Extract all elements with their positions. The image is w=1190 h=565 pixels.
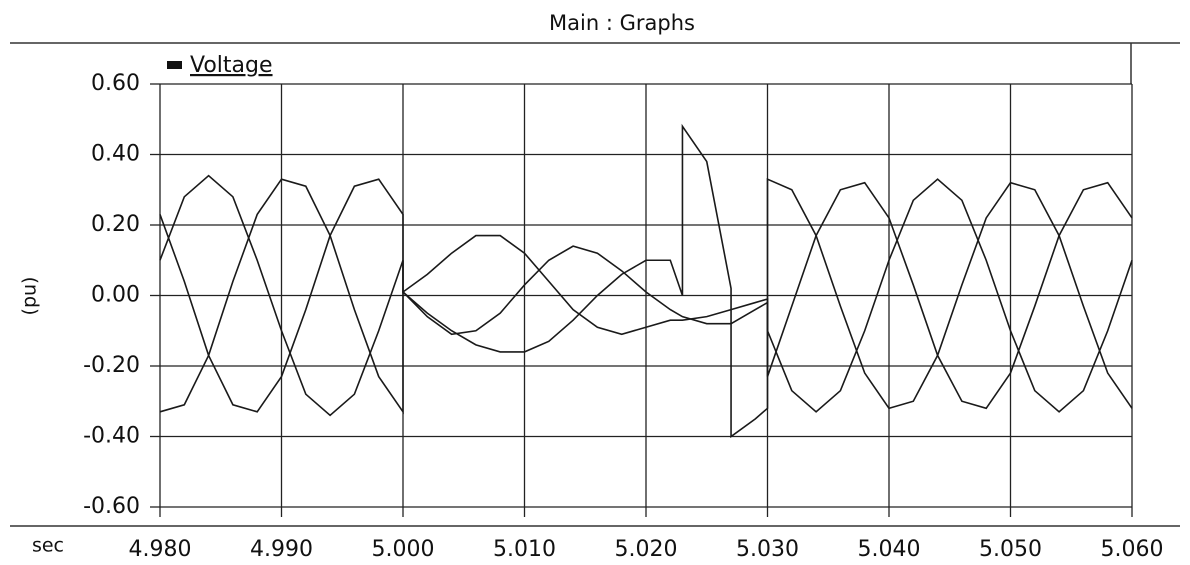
legend-label: Voltage xyxy=(190,53,273,78)
voltage-line xyxy=(159,123,1133,439)
chart-title: Main : Graphs xyxy=(549,11,695,35)
y-tick-label: -0.20 xyxy=(83,353,140,378)
x-tick-label: 5.030 xyxy=(736,537,799,562)
x-tick-label: 5.010 xyxy=(493,537,556,562)
x-tick-label: 5.020 xyxy=(615,537,678,562)
legend-swatch xyxy=(167,61,182,69)
x-tick-label: 5.060 xyxy=(1101,537,1164,562)
voltage-line xyxy=(159,174,1133,417)
x-tick-label: 5.050 xyxy=(979,537,1042,562)
y-tick-label: 0.00 xyxy=(91,283,140,308)
voltage-line xyxy=(159,178,1133,413)
y-tick-label: -0.60 xyxy=(83,494,140,519)
y-tick-label: 0.20 xyxy=(91,212,140,237)
y-tick-label: 0.60 xyxy=(91,71,140,96)
x-tick-label: 4.980 xyxy=(129,537,192,562)
y-tick-label: -0.40 xyxy=(83,424,140,449)
x-tick-label: 4.990 xyxy=(250,537,313,562)
x-tick-label: 5.040 xyxy=(858,537,921,562)
x-tick-label: 5.000 xyxy=(372,537,435,562)
x-axis-label: sec xyxy=(32,535,64,557)
y-axis-label: (pu) xyxy=(19,277,41,316)
y-tick-label: 0.40 xyxy=(91,142,140,167)
